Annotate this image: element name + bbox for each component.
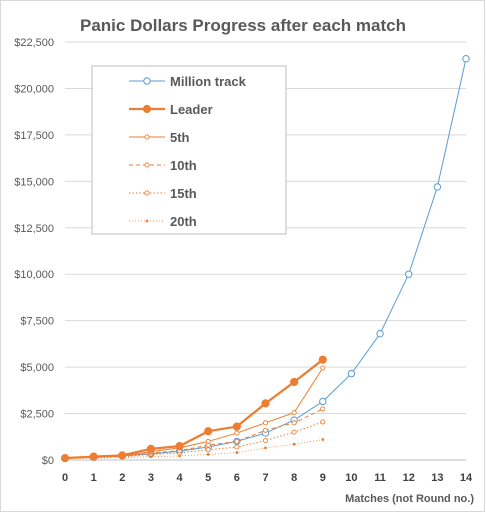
y-tick-label: $10,000 — [14, 269, 54, 281]
data-point — [234, 444, 240, 450]
data-point — [89, 452, 98, 461]
chart-title: Panic Dollars Progress after each match — [80, 16, 406, 35]
data-point — [146, 444, 156, 453]
data-point — [204, 427, 213, 436]
series-line-20th — [64, 439, 323, 459]
data-point — [292, 442, 296, 446]
legend-swatch-marker — [144, 162, 150, 168]
data-point — [405, 270, 413, 278]
legend-box — [91, 65, 287, 235]
x-tick-label: 0 — [62, 472, 68, 484]
data-point — [290, 377, 299, 387]
legend-swatch-marker — [142, 104, 152, 114]
x-tick-label: 9 — [320, 472, 326, 484]
legend-label: Leader — [170, 102, 213, 117]
legend-item-million-track: Million track — [129, 74, 247, 89]
y-tick-label: $7,500 — [20, 316, 54, 328]
x-tick-label: 3 — [148, 472, 154, 484]
y-tick-label: $2,500 — [20, 409, 54, 421]
legend-swatch-marker — [143, 77, 151, 85]
data-point — [319, 397, 327, 406]
x-tick-label: 13 — [431, 472, 443, 484]
x-tick-label: 8 — [291, 472, 297, 484]
data-point — [376, 329, 384, 338]
x-tick-label: 12 — [403, 472, 415, 484]
x-tick-label: 5 — [205, 472, 211, 484]
x-tick-label: 6 — [234, 472, 240, 484]
data-point — [433, 183, 442, 191]
x-tick-label: 2 — [119, 472, 125, 484]
legend-label: 20th — [170, 214, 197, 229]
legend-item-20th: 20th — [129, 214, 197, 229]
data-point — [261, 399, 270, 408]
legend-item-10th: 10th — [129, 158, 197, 173]
data-point — [320, 419, 326, 425]
y-tick-label: $15,000 — [14, 176, 54, 188]
y-tick-label: $12,500 — [14, 223, 54, 235]
data-point — [291, 429, 297, 435]
x-tick-label: 14 — [460, 472, 473, 484]
y-tick-label: $5,000 — [20, 362, 54, 374]
series-layer — [60, 55, 470, 463]
data-point — [60, 454, 70, 463]
data-point — [262, 437, 269, 444]
data-point — [262, 427, 269, 433]
legend-item-leader: Leader — [129, 102, 213, 117]
data-point — [205, 447, 211, 453]
data-point — [234, 430, 240, 436]
y-axis-ticks: $0 $2,500 $5,000 $7,500 $10,000 $12,500 $15,00… — [14, 37, 54, 467]
data-point — [234, 438, 240, 444]
data-point — [232, 422, 241, 431]
data-point — [175, 441, 184, 451]
data-point — [320, 406, 326, 412]
data-point — [320, 365, 326, 371]
y-tick-label: $20,000 — [14, 83, 54, 95]
y-tick-label: $17,500 — [14, 130, 54, 142]
series-leader — [60, 355, 327, 463]
data-point — [291, 410, 297, 416]
data-point — [206, 453, 210, 456]
x-tick-label: 11 — [374, 472, 386, 484]
legend: Million track Leader 5th 10th 15th 20th — [91, 65, 287, 235]
y-tick-label: $0 — [42, 455, 54, 467]
x-tick-label: 7 — [262, 472, 268, 484]
y-tick-label: $22,500 — [14, 37, 54, 49]
data-point — [235, 451, 239, 454]
data-point — [347, 369, 356, 378]
legend-swatch-marker — [144, 134, 150, 140]
data-point — [291, 420, 297, 426]
data-point — [462, 55, 470, 63]
data-point — [205, 438, 211, 444]
legend-label: 10th — [170, 158, 197, 173]
data-point — [321, 438, 325, 441]
legend-label: Million track — [170, 74, 247, 89]
legend-swatch-marker — [145, 219, 149, 223]
series-line-leader — [64, 358, 324, 460]
data-point — [318, 355, 327, 364]
x-tick-label: 4 — [177, 472, 184, 484]
data-point — [264, 446, 267, 450]
series-20th — [63, 438, 325, 460]
x-axis-label: Matches (not Round no.) — [345, 493, 474, 505]
legend-item-5th: 5th — [129, 130, 190, 145]
x-axis-ticks: 0 1 2 3 4 5 6 7 8 9 10 11 12 13 14 — [62, 472, 473, 484]
legend-label: 5th — [170, 130, 190, 145]
data-point — [118, 451, 127, 460]
x-tick-label: 1 — [91, 472, 97, 484]
legend-label: 15th — [170, 186, 197, 201]
data-point — [262, 420, 269, 426]
legend-item-15th: 15th — [129, 186, 197, 201]
legend-swatch-marker — [144, 190, 150, 196]
x-tick-label: 10 — [345, 472, 357, 484]
